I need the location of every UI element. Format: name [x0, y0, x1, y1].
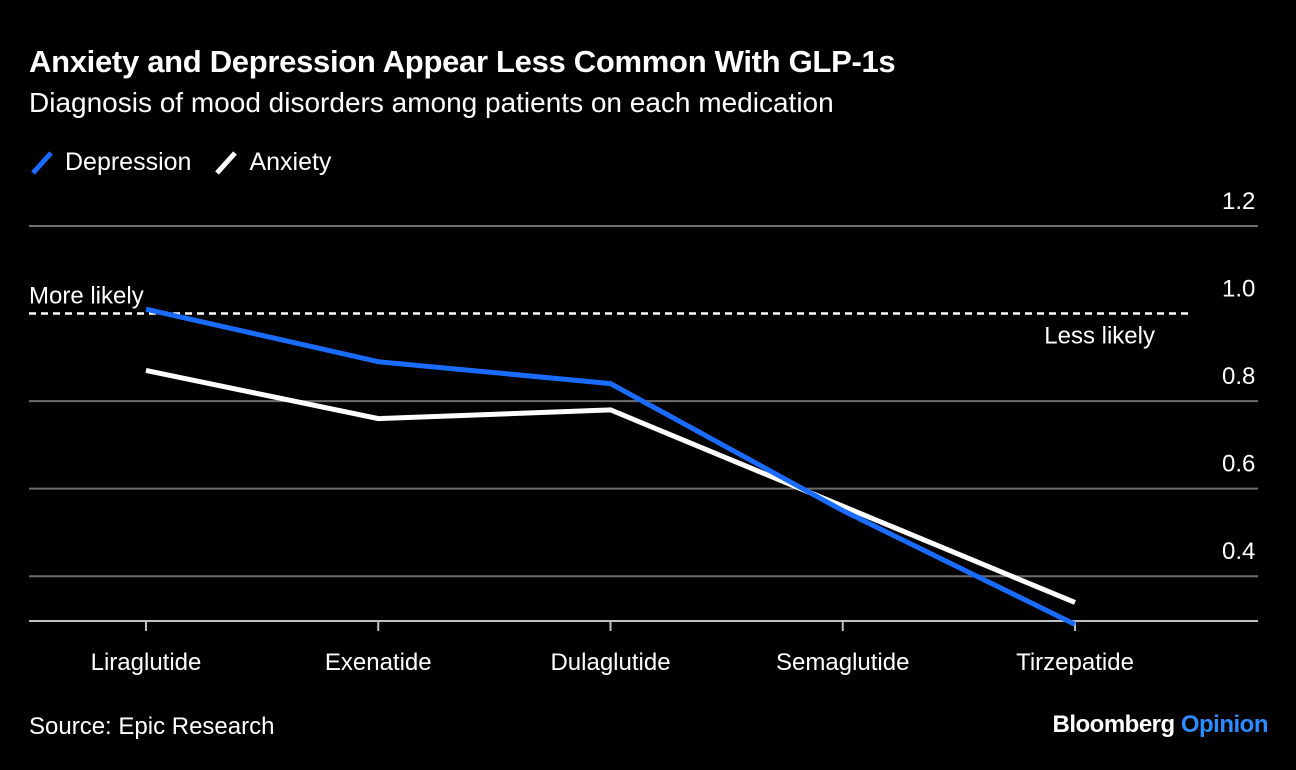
series-line-anxiety — [145, 368, 1076, 605]
legend-item-anxiety: Anxiety — [213, 148, 331, 177]
y-tick-label: 1.2 — [1222, 188, 1255, 215]
legend-item-depression: Depression — [29, 148, 191, 177]
chart-subtitle: Diagnosis of mood disorders among patien… — [29, 87, 834, 118]
x-tick-label: Semaglutide — [776, 649, 909, 676]
chart-title: Anxiety and Depression Appear Less Commo… — [29, 44, 896, 79]
legend-swatch-anxiety — [215, 150, 238, 175]
x-tick-label: Dulaglutide — [550, 649, 670, 676]
brand-logo: Bloomberg Opinion — [1053, 711, 1269, 739]
y-tick-label: 0.8 — [1222, 363, 1255, 390]
brand-section: Opinion — [1180, 711, 1269, 738]
legend-label-depression: Depression — [65, 148, 192, 176]
annotation-less-likely: Less likely — [1044, 323, 1155, 350]
line-chart: 0.4 0.6 0.8 1.0 1.2 More likely Less likely Lir… — [29, 188, 1258, 676]
y-tick-label: 0.4 — [1222, 538, 1255, 565]
y-tick-label: 0.6 — [1222, 451, 1255, 478]
x-tick-label: Exenatide — [325, 649, 432, 676]
x-tick-label: Tirzepatide — [1016, 649, 1134, 676]
x-tick-label: Liraglutide — [91, 649, 202, 676]
source-note: Source: Epic Research — [29, 713, 275, 740]
y-tick-label: 1.0 — [1222, 276, 1255, 303]
legend-swatch-depression — [31, 150, 53, 175]
annotation-more-likely: More likely — [29, 283, 144, 310]
legend: Depression Anxiety — [29, 148, 353, 177]
brand-name: Bloomberg — [1052, 711, 1176, 738]
legend-label-anxiety: Anxiety — [249, 148, 332, 176]
